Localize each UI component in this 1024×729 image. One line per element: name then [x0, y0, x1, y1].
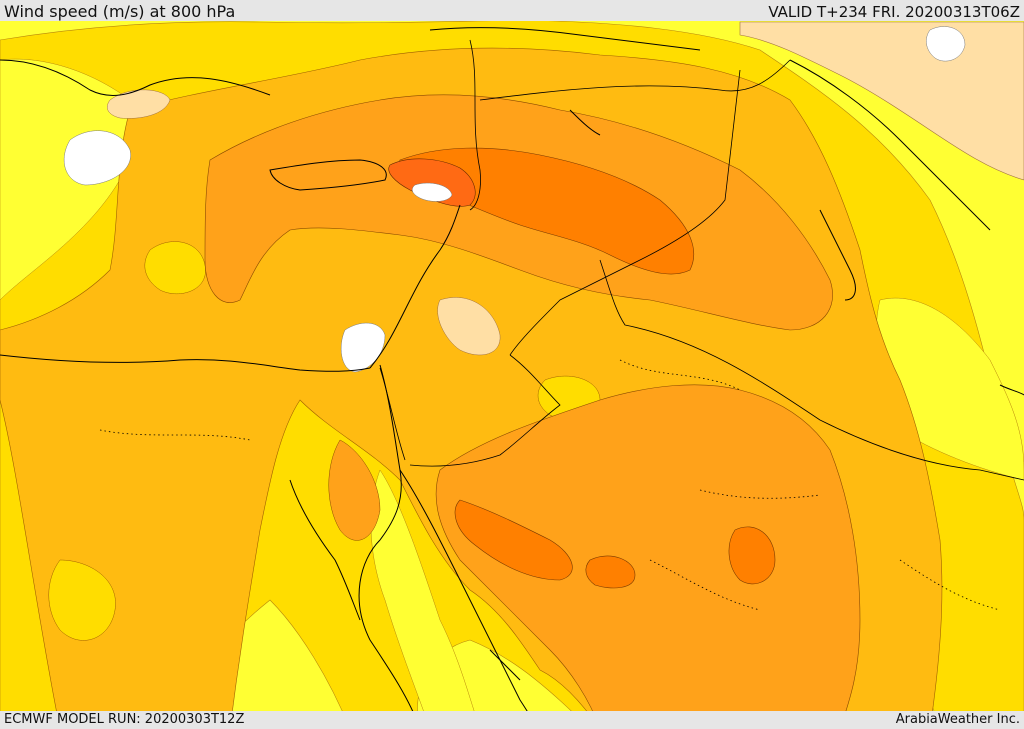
wind-contour-red-orange-core [388, 158, 476, 207]
wind-contour-dark-orange-blob-1 [728, 526, 776, 585]
wind-contour-dark-orange-blob-2 [585, 555, 636, 589]
wind-contour-orange-south [435, 384, 861, 729]
country-borders [379, 39, 1024, 481]
valid-time-label: VALID T+234 FRI. 20200313T06Z [768, 3, 1020, 21]
wind-contour-gold-hole-1 [144, 241, 206, 295]
wind-contour-peach-nw [107, 89, 171, 119]
wind-contour-orange-west [328, 439, 381, 541]
credit-label: ArabiaWeather Inc. [895, 712, 1020, 727]
wind-contour-gold-hole-2 [48, 559, 116, 641]
wind-contour-dark-orange-south [454, 499, 573, 581]
wind-contour-calm-4 [412, 182, 453, 202]
wind-contour-yellow-red-sea [370, 469, 481, 729]
wind-contour-calm-1 [63, 130, 131, 186]
internal-borders [99, 359, 1001, 611]
footer-bar [0, 711, 1024, 729]
wind-contour-calm-3 [926, 26, 966, 62]
model-run-label: ECMWF MODEL RUN: 20200303T12Z [4, 712, 245, 727]
wind-contour-peach-jordan [437, 297, 501, 356]
wind-contour-peach-ne [739, 21, 1024, 181]
map-title: Wind speed (m/s) at 800 hPa [4, 2, 236, 21]
title-bar [0, 0, 1024, 21]
